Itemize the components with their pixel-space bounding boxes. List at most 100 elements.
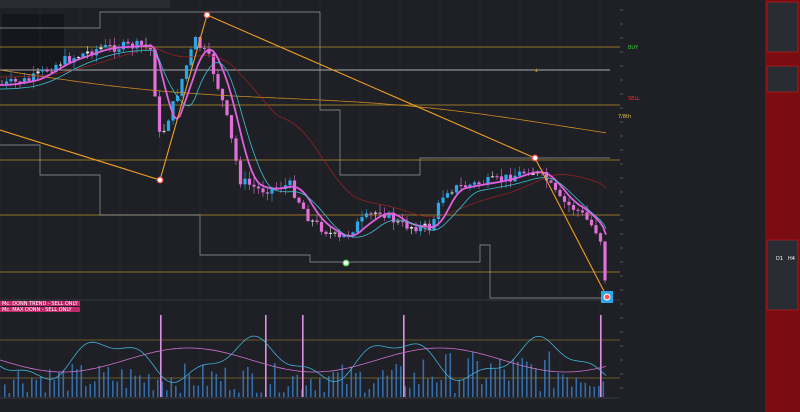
histogram-bar [544, 359, 546, 397]
candle-body [589, 219, 594, 226]
histogram-bar [575, 377, 578, 397]
candle-body [315, 220, 319, 222]
candle-body [99, 47, 103, 50]
histogram-bar [418, 384, 420, 397]
histogram-bar [337, 372, 339, 397]
arrow-marker: ↓ [534, 68, 538, 74]
candle-body [576, 209, 580, 211]
histogram-bar [278, 392, 281, 397]
candle-body [229, 115, 234, 139]
candle-body [360, 217, 364, 222]
candle-body [373, 212, 378, 214]
histogram-bar [557, 373, 560, 397]
candle-body [162, 130, 166, 132]
candle-body [225, 100, 229, 116]
signal-h4: H4 [788, 256, 795, 262]
candle-body [189, 49, 193, 66]
candle-body [445, 193, 450, 198]
histogram-bar [71, 364, 74, 397]
histogram-bar [391, 369, 393, 397]
histogram-bar [8, 392, 11, 397]
histogram-bar [89, 383, 92, 397]
histogram-bar [422, 359, 425, 397]
indicator-badge [0, 307, 80, 312]
swing-point [531, 154, 539, 162]
histogram-bar [121, 369, 123, 397]
top-bar [0, 0, 170, 8]
histogram-bar [346, 383, 348, 397]
price-axis [620, 0, 765, 412]
histogram-bar [107, 366, 110, 397]
candle-body [517, 171, 522, 176]
histogram-bar [251, 373, 254, 397]
histogram-bar [229, 390, 231, 397]
histogram-bar [467, 358, 470, 397]
candle-body [108, 45, 112, 47]
candle-body [405, 221, 409, 229]
histogram-bar [170, 377, 173, 397]
candle-body [36, 71, 40, 74]
histogram-bar [85, 386, 87, 397]
histogram-bar [112, 380, 114, 397]
histogram-bar [130, 369, 132, 397]
histogram-bar [134, 375, 137, 397]
histogram-bar [274, 363, 276, 397]
currency-table [2, 14, 64, 74]
candle-body [117, 49, 121, 52]
candle-body [333, 232, 337, 234]
histogram-bar [431, 376, 434, 397]
histogram-bar [386, 375, 389, 397]
histogram-bar [323, 392, 326, 397]
candle-body [180, 78, 184, 96]
histogram-bar [49, 369, 51, 397]
histogram-bar [548, 351, 551, 397]
candle-body [270, 187, 274, 194]
histogram-bar [161, 381, 164, 397]
candle-body [40, 69, 45, 72]
histogram-bar [314, 390, 317, 397]
histogram-bar [4, 384, 6, 397]
histogram-bar [103, 372, 105, 397]
candle-body [580, 210, 585, 213]
histogram-bar [364, 392, 366, 397]
candle-body [567, 201, 571, 206]
swing-point [203, 11, 211, 19]
histogram-bar [319, 378, 321, 397]
histogram-bar [67, 390, 69, 397]
histogram-bar [148, 374, 150, 397]
candle-body [72, 58, 76, 63]
histogram-bar [562, 374, 564, 397]
histogram-bar [454, 392, 456, 397]
candle-body [193, 37, 198, 50]
candle-body [594, 225, 598, 234]
candle-body [45, 69, 49, 72]
candle-body [175, 95, 180, 102]
histogram-bar [602, 381, 605, 397]
candle-body [256, 186, 261, 189]
histogram-bar [512, 358, 515, 397]
indicator-label: Mc. MAX DONN - SELL ONLY [2, 307, 73, 313]
histogram-bar [242, 370, 245, 397]
candle-body [252, 184, 256, 187]
histogram-bar [359, 371, 362, 397]
candle-body [126, 41, 130, 44]
histogram-bar [535, 368, 537, 397]
candle-body [562, 196, 567, 202]
histogram-bar [202, 364, 204, 397]
histogram-bar [116, 381, 119, 397]
histogram-bar [31, 378, 33, 397]
candle-body [166, 120, 171, 131]
histogram-bar [404, 386, 407, 397]
candle-body [558, 189, 562, 197]
histogram-bar [283, 392, 285, 397]
candle-body [324, 231, 328, 234]
histogram-bar [328, 376, 330, 397]
signal-d1: D1 [776, 256, 783, 262]
candle-body [378, 212, 382, 214]
candle-body [90, 51, 94, 56]
signal-box [766, 239, 799, 311]
candle-body [247, 178, 252, 185]
histogram-bar [224, 367, 227, 397]
histogram-bar [584, 382, 587, 397]
